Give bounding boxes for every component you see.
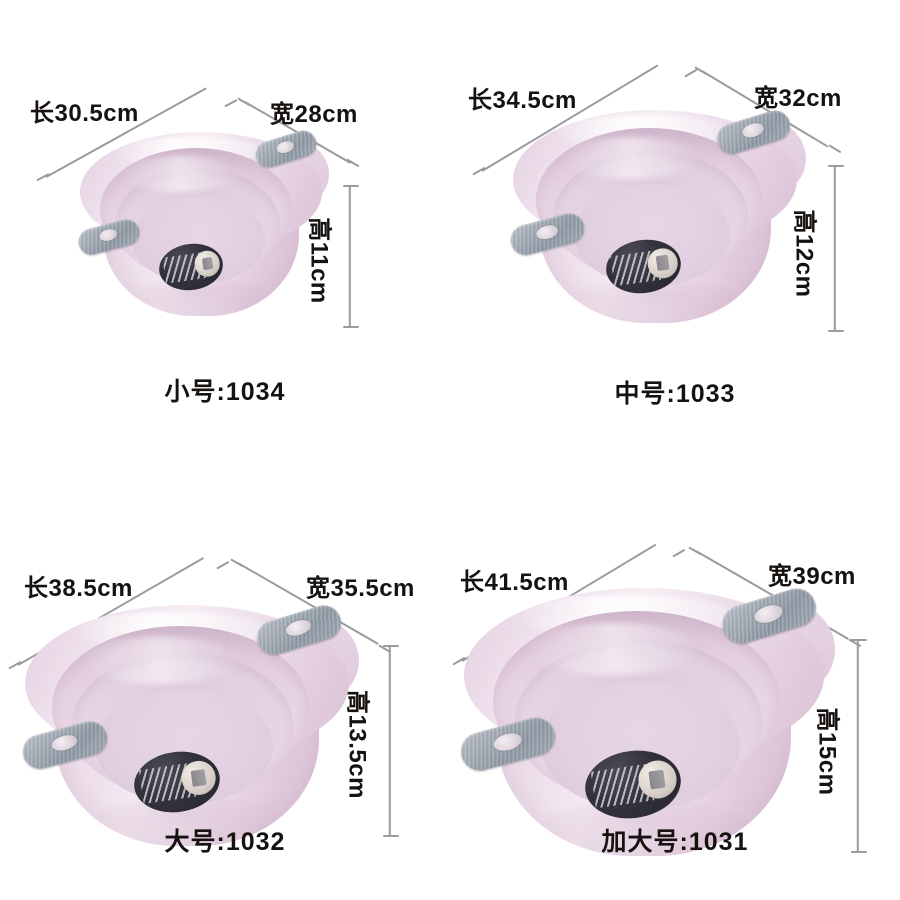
height-tick-top-small [343, 185, 359, 187]
length-label-xlarge: 长41.5cm [460, 569, 569, 596]
height-tick-bottom-medium [828, 330, 844, 332]
height-tick-bottom-large [383, 835, 399, 837]
basin-large [19, 600, 359, 862]
length-tick-start-medium [472, 166, 486, 176]
length-tick-start-large [8, 660, 22, 670]
height-tick-top-xlarge [851, 639, 867, 641]
width-tick-end-medium [828, 144, 842, 154]
height-dimension-line-xlarge [857, 640, 859, 853]
product-cell-medium: 长34.5cm 宽32cm 高12cm [450, 0, 900, 450]
product-cell-small: 长30.5cm 宽28cm 高11cm [0, 0, 450, 450]
product-cell-extra-large: 长41.5cm 宽39cm 高15cm [450, 450, 900, 900]
length-tick-start-small [36, 173, 50, 181]
height-dimension-line-small [349, 186, 351, 328]
basin-highlight-large [81, 636, 240, 684]
width-tick-end-small [346, 158, 360, 168]
width-label-large: 宽35.5cm [306, 575, 415, 602]
basin-highlight-medium [562, 137, 702, 180]
width-label-medium: 宽32cm [754, 85, 842, 112]
length-tick-end-medium [684, 68, 698, 78]
model-label-xlarge: 加大号:1031 [601, 828, 749, 856]
basin-highlight-small [122, 156, 241, 192]
model-label-large: 大号:1032 [164, 828, 286, 856]
height-dimension-line-large [389, 646, 391, 837]
height-tick-bottom-small [343, 326, 359, 328]
height-tick-top-large [383, 645, 399, 647]
height-tick-top-medium [828, 165, 844, 167]
model-label-small: 小号:1034 [164, 378, 286, 406]
width-label-xlarge: 宽39cm [768, 563, 856, 590]
model-label-medium: 中号:1033 [614, 380, 736, 408]
length-label-medium: 长34.5cm [468, 87, 577, 114]
length-label-large: 长38.5cm [24, 575, 133, 602]
length-tick-end-large [216, 560, 230, 570]
length-label-small: 长30.5cm [30, 100, 139, 127]
basin-medium [507, 105, 806, 337]
length-tick-end-xlarge [672, 548, 686, 558]
product-cell-large: 长38.5cm 宽35.5cm 高13.5cm [0, 450, 450, 900]
length-tick-end-small [224, 99, 238, 107]
basin-highlight-xlarge [526, 622, 703, 676]
height-dimension-line-medium [834, 166, 836, 332]
width-label-small: 宽28cm [270, 101, 358, 128]
basin-extra-large [456, 582, 836, 874]
basin-small [75, 127, 329, 328]
height-tick-bottom-xlarge [851, 851, 867, 853]
